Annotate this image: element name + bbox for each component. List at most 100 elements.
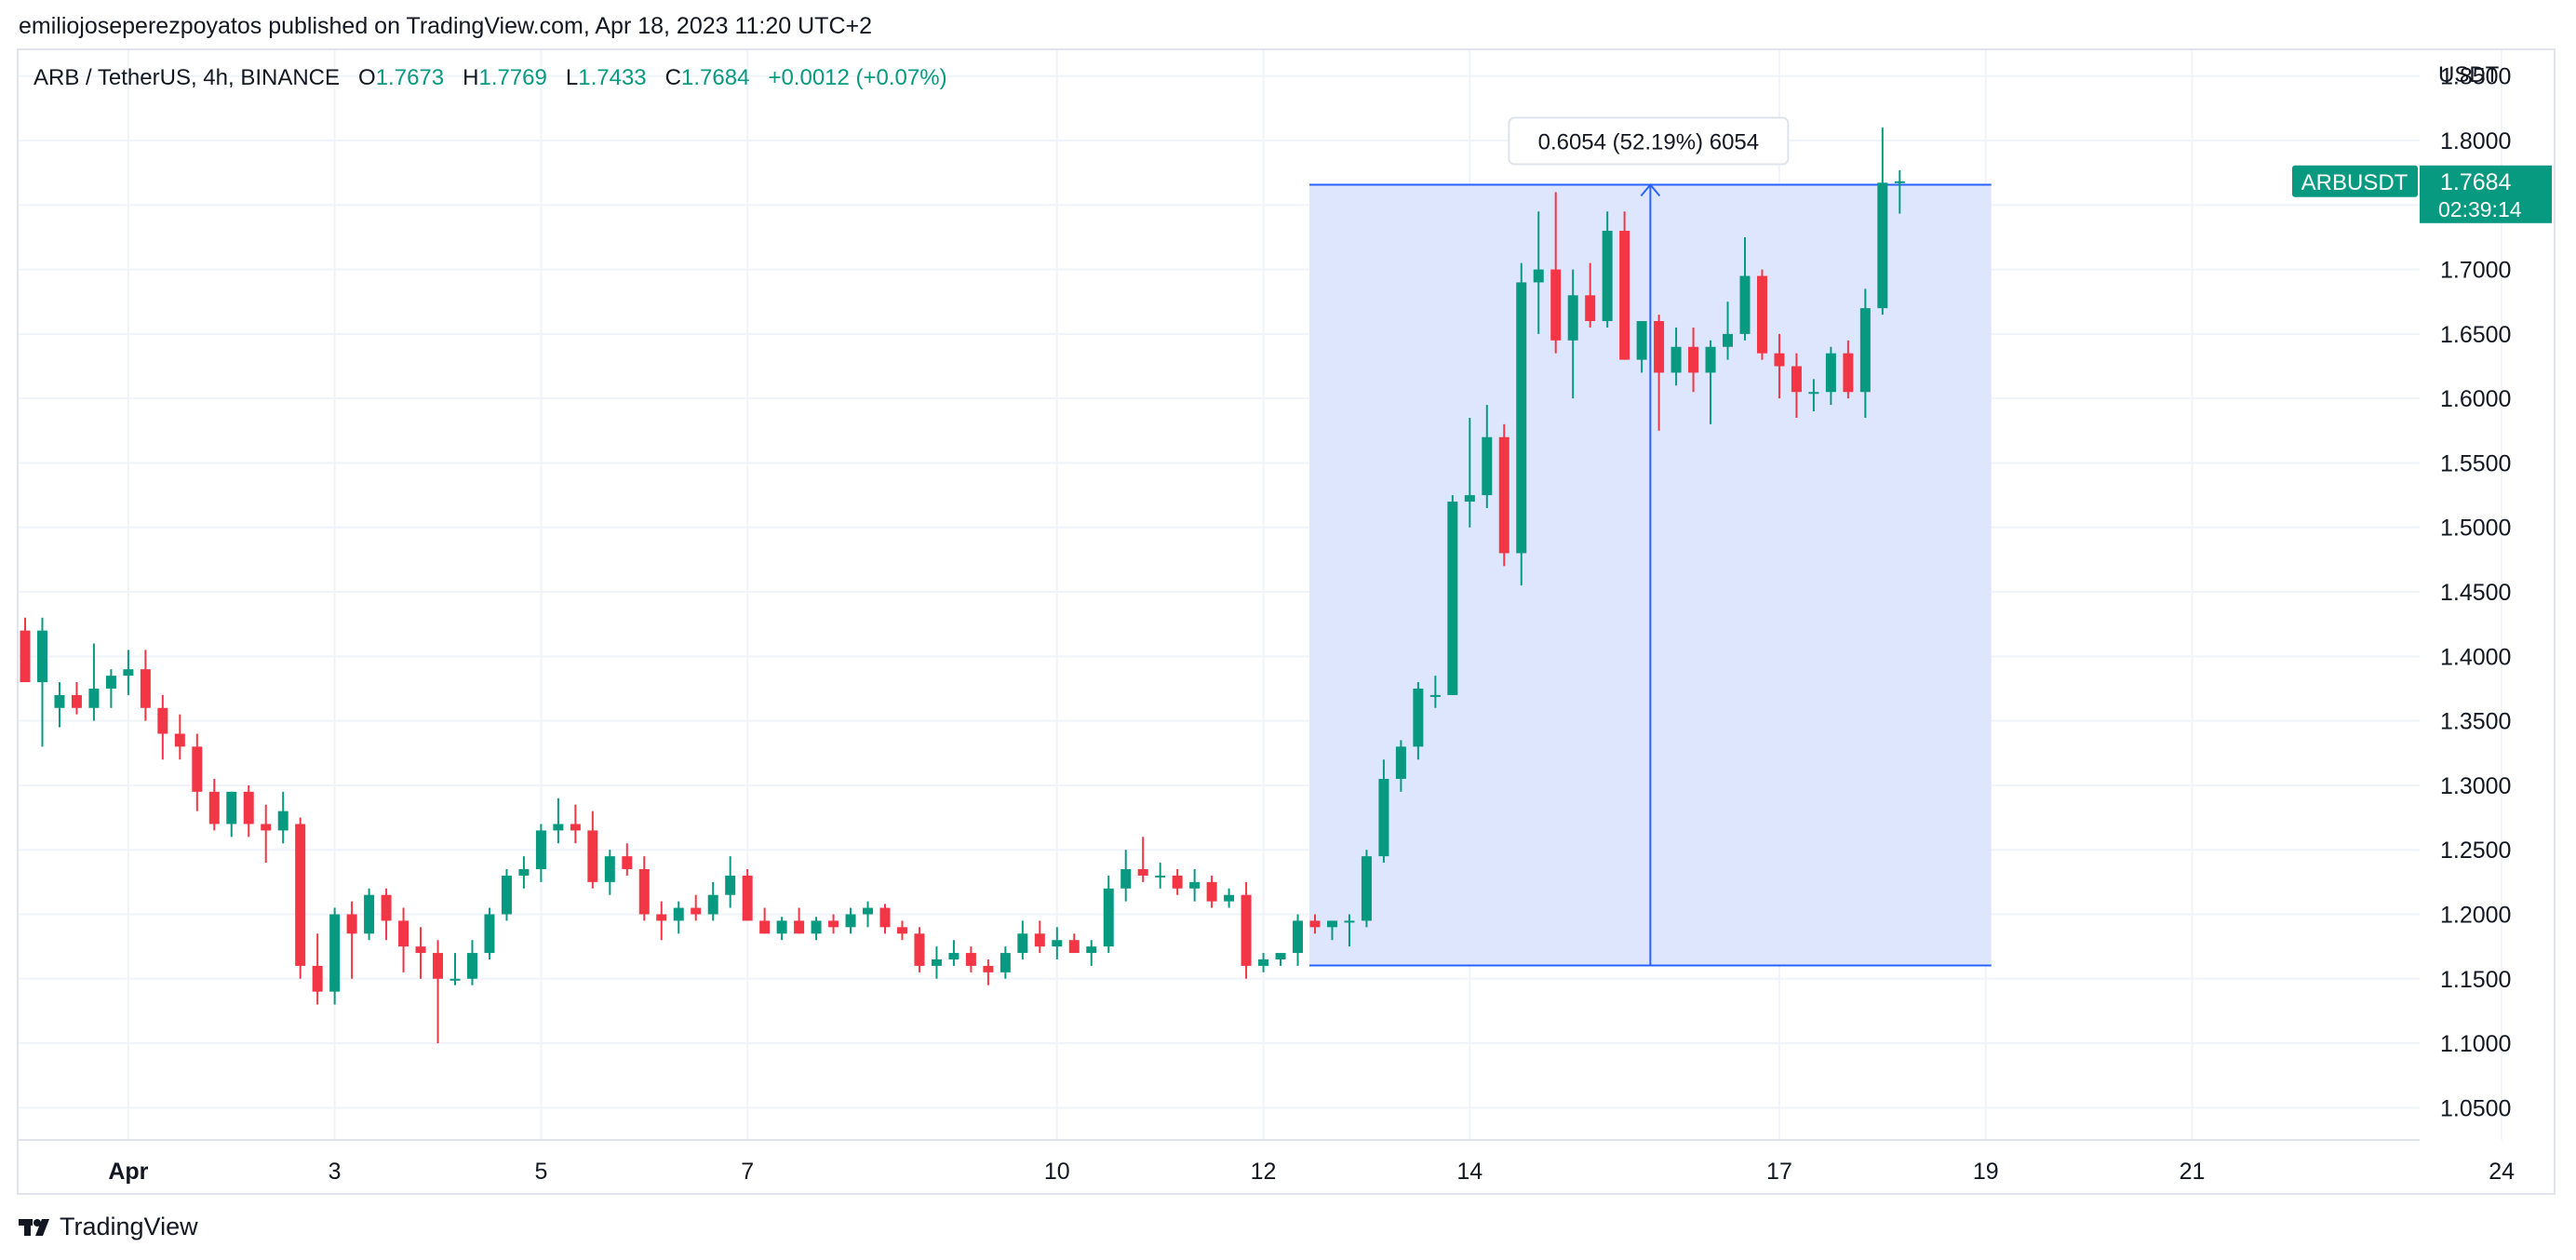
candle-body [1843,353,1854,393]
candle-body [1172,875,1183,889]
x-tick-label: 10 [1044,1159,1070,1185]
candle-body [759,920,771,934]
candle-body [673,907,684,921]
y-tick-label: 1.4500 [2440,580,2511,606]
candle-body [295,824,306,966]
measure-tool[interactable]: 0.6054 (52.19%) 6054 [1309,116,1992,967]
candle-body [54,694,65,708]
candle-body [776,920,787,934]
candle-body [174,733,185,747]
candle-body [1498,436,1509,554]
candle-body [208,791,220,824]
candle-body [312,965,323,992]
candle-body [1155,875,1166,878]
measure-arrow-head [1640,182,1661,197]
price-tag-value: 1.7684 [2440,169,2512,195]
candle-body [1224,894,1235,902]
candle-body [1120,868,1132,889]
candle-body [1447,502,1458,695]
candle-body [742,875,753,921]
candle-body [1791,366,1802,393]
y-tick-label: 1.6500 [2440,322,2511,348]
time-axis[interactable]: Apr3571012141719212426 [108,1159,2576,1185]
candle-body [226,791,237,824]
tradingview-brand[interactable]: TradingView [19,1213,198,1241]
candle-body [501,875,512,915]
brand-name: TradingView [60,1213,198,1240]
candle-body [1241,894,1252,966]
candle-body [1275,953,1286,959]
price-tag-box [2420,165,2552,223]
candle-body [725,875,736,895]
candle-body [983,965,994,972]
candle-body [1429,694,1441,697]
y-tick-label: 1.3000 [2440,773,2511,799]
y-tick-label: 1.8000 [2440,128,2511,154]
x-tick-label: Apr [108,1159,148,1185]
x-tick-label: 24 [2489,1159,2515,1185]
axis-currency: USDT [2438,62,2500,87]
x-tick-label: 5 [534,1159,547,1185]
price-axis[interactable]: USDT 1.0500 1.1000 1.1500 1.2000 1.2500 1.3000… [2438,62,2511,1121]
candle-body [1464,495,1475,503]
y-tick-label: 1.4000 [2440,644,2511,670]
candle-body [1670,346,1682,373]
candle-body [535,830,546,869]
candle-body [1756,275,1767,354]
y-tick-label: 1.5000 [2440,516,2511,542]
candle-body [1378,778,1389,857]
candle-body [381,894,392,921]
candle-body [1017,933,1028,954]
candle-body [707,894,718,915]
legend-low: 1.7433 [578,65,647,90]
candle-body [449,978,461,981]
candle-body [20,630,31,683]
x-tick-label: 19 [1973,1159,1999,1185]
candle-body [587,830,598,882]
candle-body [1705,346,1716,373]
candle-body [1293,920,1304,954]
candle-body [604,856,615,882]
candle-body [553,824,564,831]
candle-body [1309,920,1321,928]
candle-body [123,669,134,677]
legend-change: +0.0012 (+0.07%) [768,65,947,90]
y-tick-label: 1.2500 [2440,838,2511,864]
candle-body [1052,940,1063,947]
candle-body [484,914,495,954]
candle-body [277,811,288,831]
candle-body [656,914,667,921]
ohlc-legend: ARB / TetherUS, 4h, BINANCE O1.7673 H1.7… [34,65,947,91]
candle-body [1567,295,1578,341]
candle-body [36,630,47,683]
candle-body [622,856,633,869]
measure-label: 0.6054 (52.19%) 6054 [1538,130,1760,155]
candles [20,127,1905,1044]
legend-close: 1.7684 [681,65,750,90]
candle-body [140,669,151,708]
legend-open: 1.7673 [375,65,445,90]
candle-body [1602,231,1613,322]
measure-label-box [1508,116,1790,166]
x-tick-label: 7 [741,1159,754,1185]
candle-body [157,707,168,734]
candle-body [1034,933,1045,947]
candle-body [863,907,874,915]
candle-body [1344,920,1355,923]
symbol-tag-box [2292,165,2418,197]
candle-body [1825,353,1836,393]
candle-body [896,927,907,934]
candle-body [261,824,272,831]
candle-body [811,920,822,934]
candle-body [1619,231,1630,360]
candle-body [1688,346,1699,373]
candle-body [638,868,650,915]
candle-body [1774,353,1785,367]
candle-body [71,694,82,708]
candle-body [691,907,702,915]
candle-body [1103,888,1114,947]
candle-body [466,953,477,979]
publisher-line: emiliojoseperezpoyatos published on Trad… [19,13,873,39]
